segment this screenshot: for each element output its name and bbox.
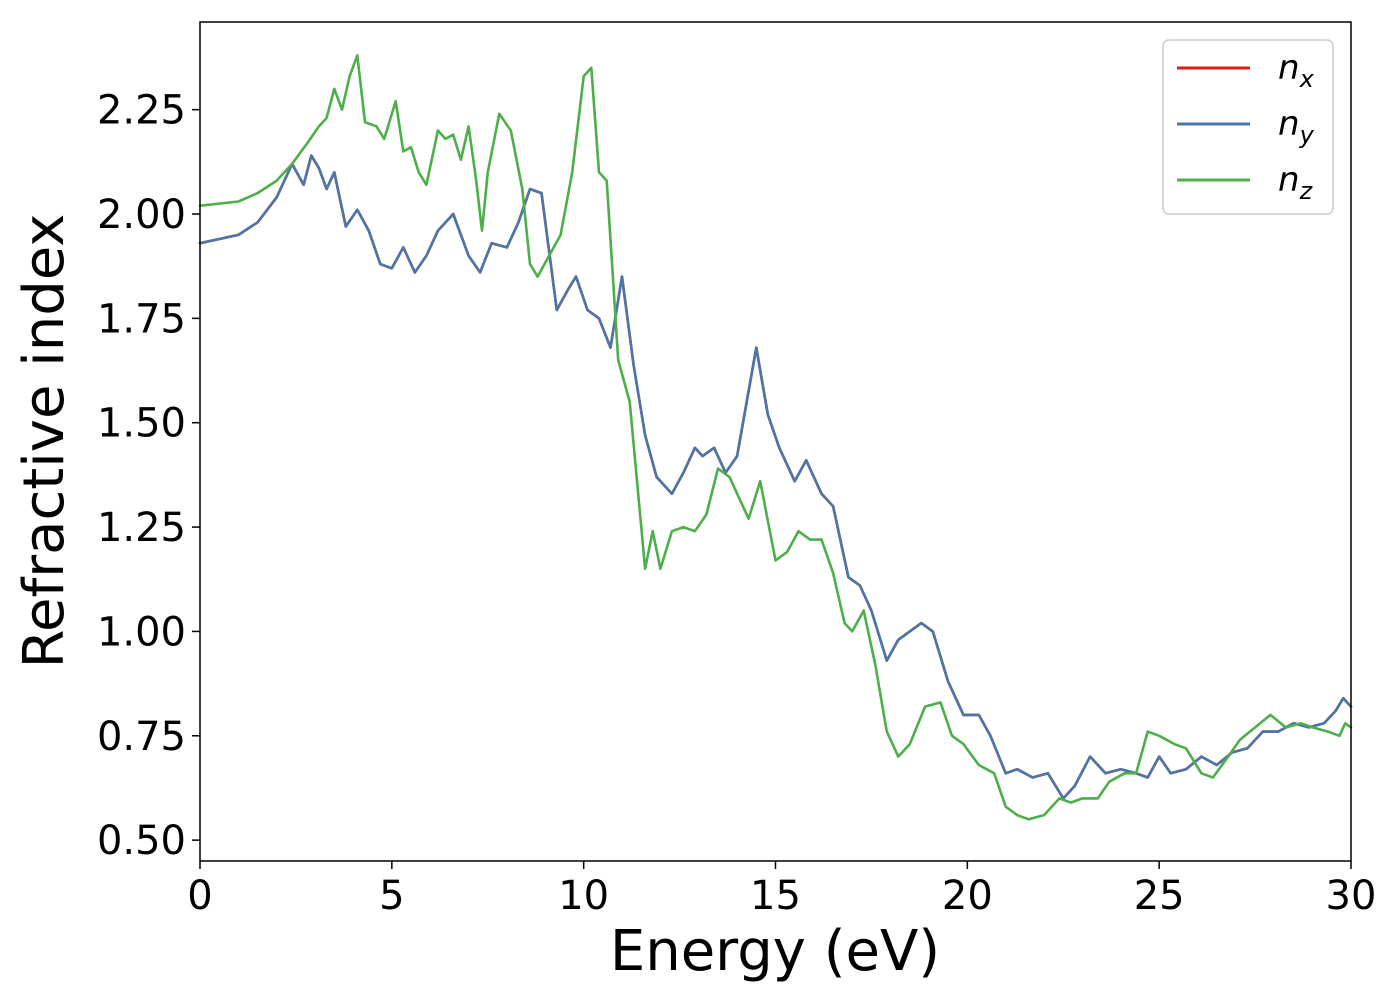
x-tick-label: 0	[187, 873, 212, 919]
y-tick-label: 1.00	[97, 609, 186, 655]
legend-label: ny	[1278, 104, 1315, 149]
x-tick-label: 15	[750, 873, 801, 919]
x-tick-label: 30	[1326, 873, 1377, 919]
plot-frame	[199, 21, 1352, 862]
y-axis-label: Refractive index	[12, 214, 77, 669]
y-tick-label: 2.00	[97, 192, 186, 238]
legend-label: nx	[1278, 48, 1315, 93]
y-tick-label: 2.25	[97, 88, 186, 134]
y-tick-label: 0.50	[97, 818, 186, 864]
x-tick-label: 10	[558, 873, 609, 919]
series-line-ny	[198, 154, 1353, 800]
x-tick-label: 25	[1134, 873, 1185, 919]
x-tick-label: 5	[379, 873, 404, 919]
x-tick-label: 20	[942, 873, 993, 919]
y-tick-label: 0.75	[97, 714, 186, 760]
legend-entry-nz: nz	[1177, 160, 1314, 205]
y-tick-label: 1.75	[97, 296, 186, 342]
y-tick-label: 1.25	[97, 505, 186, 551]
legend-box	[1162, 39, 1334, 215]
series-line-nz	[198, 54, 1353, 821]
legend-entry-nx: nx	[1177, 48, 1315, 93]
legend-entry-ny: ny	[1177, 104, 1315, 149]
series-layer	[198, 54, 1353, 821]
legend: nx ny nz	[1162, 39, 1334, 215]
y-tick-label: 1.50	[97, 401, 186, 447]
legend-label: nz	[1278, 160, 1314, 205]
x-axis-label: Energy (eV)	[610, 919, 940, 984]
series-line-nx	[198, 154, 1353, 800]
tick-layer: 0 5 10 15 20 25 30 0.50 0.75 1.00 1.25 1.50 1.75 2.00…	[97, 88, 1377, 919]
